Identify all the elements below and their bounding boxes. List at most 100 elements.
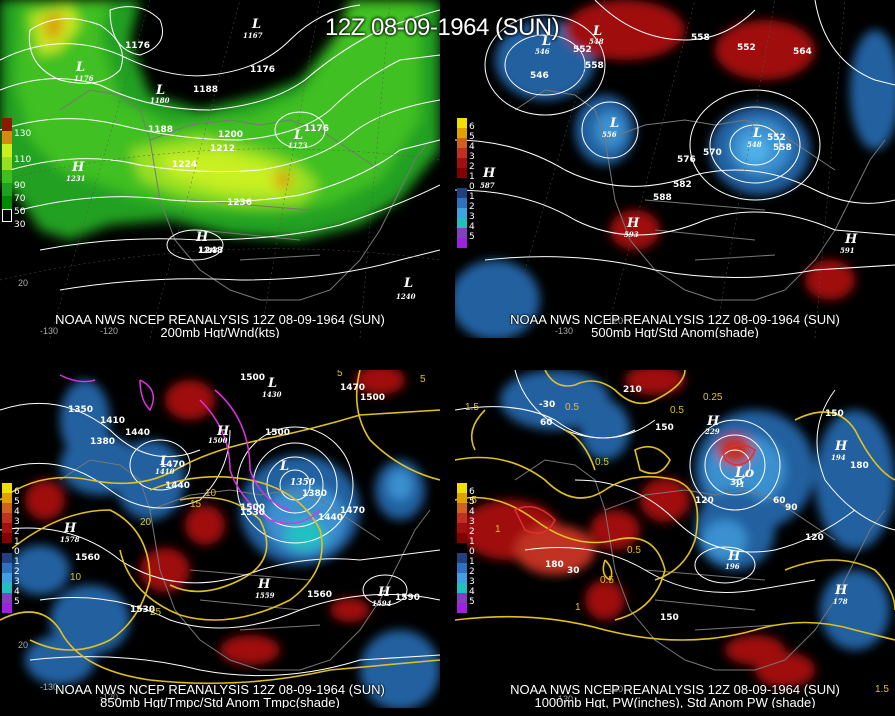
lon-label: -130 <box>555 694 573 704</box>
contour-label: 180 <box>850 461 869 471</box>
contour-label: 552 <box>737 43 756 53</box>
legend-label: 2 <box>14 567 20 577</box>
pressure-centers: L 1176 L 1167 L 1180 L 1173 H 1231 H 124… <box>66 17 416 301</box>
pw-label: 0.5 <box>600 575 614 586</box>
center-value: 593 <box>624 230 639 239</box>
svg-text:H: H <box>626 216 640 231</box>
panel-caption-source: NOAA NWS NCEP REANALYSIS 12Z 08-09-1964 … <box>55 312 385 327</box>
contour-label: 120 <box>695 496 714 506</box>
contour-label: 1380 <box>302 489 327 499</box>
svg-text:H: H <box>63 521 77 536</box>
legend-label: 4 <box>469 222 475 232</box>
legend-label: 4 <box>14 587 20 597</box>
legend-label: 3 <box>469 212 475 222</box>
legend-label: 6 <box>14 487 20 497</box>
center-value: 1410 <box>155 467 175 476</box>
contour-label: 1410 <box>100 416 125 426</box>
contour-label: 1440 <box>125 428 150 438</box>
svg-text:H: H <box>216 424 230 439</box>
contour-label: 1590 <box>395 593 420 603</box>
center-value: 1350 <box>290 478 316 488</box>
legend-label: 4 <box>469 507 475 517</box>
contour-label: 1500 <box>360 393 385 403</box>
map-850mb: 1350 1410 1440 1380 1470 1440 1500 1500 … <box>0 370 440 708</box>
legend-label: 5 <box>469 497 475 507</box>
contour-label: 1470 <box>340 506 365 516</box>
contour-label: 1176 <box>250 65 275 75</box>
legend-label: 5 <box>14 597 20 607</box>
contour-label: 90 <box>785 503 798 513</box>
pw-label: 0.25 <box>703 392 723 403</box>
contour-label: 546 <box>530 71 549 81</box>
contour-label: 1500 <box>240 503 265 513</box>
center-value: 587 <box>480 181 495 190</box>
svg-text:L: L <box>403 276 413 291</box>
lon-label: -130 <box>555 326 573 336</box>
contour-label: 150 <box>825 409 844 419</box>
center-value: 548 <box>747 140 762 149</box>
legend-label: 90 <box>14 181 26 191</box>
legend-label: 70 <box>14 194 26 204</box>
panel-500mb: 552 558 546 558 564 552 552 558 576 570 … <box>455 0 895 338</box>
legend-label: 0 <box>469 547 475 557</box>
legend-label: 1 <box>14 537 20 547</box>
coastlines <box>514 459 886 671</box>
lon-label: -120 <box>605 316 623 326</box>
pw-label: 1.5 <box>875 684 889 695</box>
contour-labels: 1176 1176 1188 1188 1200 1212 1224 1236 … <box>125 41 329 256</box>
svg-text:H: H <box>844 232 858 247</box>
center-value: 556 <box>602 130 617 139</box>
contour-label: -30 <box>539 400 555 410</box>
pressure-centers: L 546 L 548 L 556 L 548 H 587 H 593 H 59… <box>480 24 858 255</box>
center-value: 1231 <box>66 174 85 183</box>
center-value: 1240 <box>396 292 416 301</box>
svg-text:L: L <box>293 128 303 143</box>
pw-label: 0.5 <box>595 457 609 468</box>
temp-label: 10 <box>70 572 82 583</box>
contour-label: 60 <box>773 496 786 506</box>
contour-label: 1470 <box>340 383 365 393</box>
height-contours <box>0 4 440 291</box>
contour-label: 576 <box>677 155 696 165</box>
contour-labels: 1350 1410 1440 1380 1470 1440 1500 1500 … <box>68 373 420 615</box>
main-title: 12Z 08-09-1964 (SUN) <box>325 14 560 41</box>
contour-label: 570 <box>703 148 722 158</box>
panel-200mb: 1176 1176 1188 1188 1200 1212 1224 1236 … <box>0 0 440 338</box>
center-value: 1578 <box>60 535 80 544</box>
wind-legend: 130 110 90 50 70 30 <box>2 118 31 230</box>
contour-label: 1560 <box>75 553 100 563</box>
legend-label: 3 <box>14 577 20 587</box>
contour-label: 1500 <box>265 428 290 438</box>
legend-label: 5 <box>14 497 20 507</box>
height-contours <box>455 0 895 278</box>
svg-text:H: H <box>257 577 271 592</box>
pressure-centers: Lo 11 H 196 H 178 H 194 H 229 <box>704 414 848 606</box>
svg-text:L: L <box>155 83 165 98</box>
contour-label: 180 <box>545 560 564 570</box>
map-1000mb-pw: -30 60 30 120 150 180 180 90 150 120 150… <box>455 370 895 704</box>
legend-label: 2 <box>14 527 20 537</box>
legend-label: 1 <box>14 557 20 567</box>
svg-text:L: L <box>541 34 551 49</box>
svg-text:1176: 1176 <box>125 41 150 51</box>
pressure-centers: L 1350 L 1410 H 1500 H 1578 H 1559 H 159… <box>60 376 392 608</box>
legend-label: 6 <box>469 122 475 132</box>
contour-label: 1440 <box>165 481 190 491</box>
center-value: 1559 <box>255 591 275 600</box>
temp-label: 15 <box>190 499 202 510</box>
contour-label: 1500 <box>240 373 265 383</box>
contour-label: 552 <box>767 133 786 143</box>
legend-label: 130 <box>14 129 32 139</box>
svg-text:L: L <box>592 24 602 39</box>
contour-label: 588 <box>653 193 672 203</box>
contour-label: 150 <box>660 613 679 623</box>
contour-label: 1212 <box>210 144 235 154</box>
legend-label: 6 <box>469 487 475 497</box>
svg-text:L: L <box>279 459 289 474</box>
contour-label: 582 <box>673 180 692 190</box>
pw-label: 0.5 <box>670 405 684 416</box>
svg-text:H: H <box>706 414 720 429</box>
temp-label: 20 <box>140 517 152 528</box>
panel-caption-field: 500mb Hgt/Std Anom(shade) <box>591 325 759 338</box>
legend-label: 3 <box>469 517 475 527</box>
